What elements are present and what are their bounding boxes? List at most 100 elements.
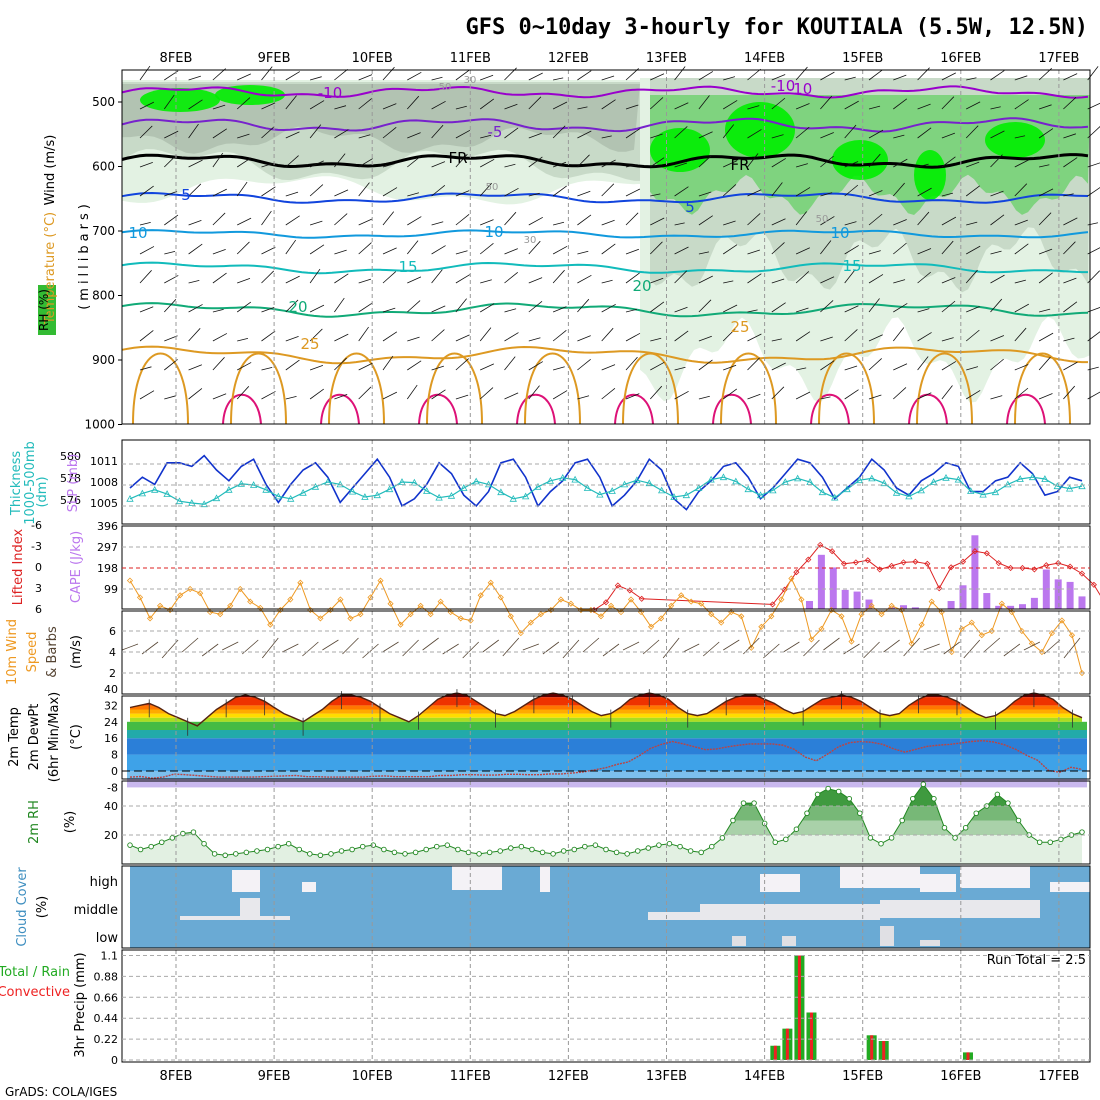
wind-speed-marker <box>958 625 965 632</box>
wind-barb <box>722 124 735 139</box>
wind-barb <box>455 213 470 226</box>
rh-marker <box>518 843 525 850</box>
wind-barb <box>723 280 734 284</box>
wind-barb <box>455 190 470 197</box>
wind-speed-marker <box>237 585 244 593</box>
wind-speed-marker <box>998 600 1005 607</box>
wind-barb <box>164 214 179 226</box>
rh-marker <box>508 845 514 851</box>
precip-tick-label: 0.66 <box>94 991 119 1004</box>
axis-label-dewpt: 2m DewPt <box>27 704 42 771</box>
wind-barb <box>1063 97 1077 110</box>
wind-barb <box>480 134 492 139</box>
thickness-marker <box>942 473 950 481</box>
wind-barb <box>674 306 688 313</box>
thickness-marker <box>509 494 517 502</box>
wind-barb <box>407 336 420 342</box>
precip-bar-conv <box>882 1041 886 1060</box>
temp-band-fill <box>130 697 1082 706</box>
wind-barb <box>261 367 273 371</box>
wind-barb <box>868 153 881 168</box>
wind-barb <box>625 128 641 139</box>
wind-barb <box>747 273 762 284</box>
rh-marker <box>783 836 789 843</box>
wind-barb <box>698 275 713 284</box>
thickness-marker <box>225 485 233 493</box>
wind-barb <box>309 244 325 255</box>
wind-barb <box>528 72 543 81</box>
wind-speed-marker <box>377 577 384 584</box>
temp-contour <box>121 191 1089 204</box>
wind-barb <box>601 183 615 197</box>
wind-barb-10m <box>181 637 199 653</box>
temp-contour-30-lobe <box>614 393 654 425</box>
wind-barb <box>164 359 178 371</box>
wind-barb <box>1014 159 1029 168</box>
wind-barb <box>480 74 494 81</box>
wind-barb-10m <box>963 639 981 659</box>
wind-barb <box>285 71 300 81</box>
wind-barb <box>1014 183 1028 197</box>
rh-marker <box>878 840 884 847</box>
wind-barb <box>237 338 249 342</box>
cloud-high-block <box>920 874 956 892</box>
wind-barb <box>479 182 492 197</box>
temp-contour-25-lobe <box>230 352 287 425</box>
date-label-top: 17FEB <box>1038 51 1079 66</box>
cape-tick-label: 99 <box>104 583 118 596</box>
wind-barb <box>771 218 786 226</box>
contour-label: 5 <box>181 186 191 204</box>
cape-tick-label: 297 <box>97 541 118 554</box>
thickness-marker <box>596 490 604 498</box>
date-label-top: 11FEB <box>450 51 491 66</box>
wind-barb <box>480 158 495 168</box>
wind-barb <box>577 190 591 197</box>
wind-speed-marker <box>607 602 615 609</box>
wind-barb <box>868 394 882 400</box>
wind-barb <box>261 391 276 400</box>
temp-contour <box>121 153 1089 169</box>
wind-barb <box>431 365 444 371</box>
wind-barb <box>820 132 834 139</box>
precip-bar-conv <box>870 1035 874 1060</box>
wind-barb <box>504 248 518 255</box>
wind-barb <box>723 76 736 81</box>
wind-barb <box>747 105 760 110</box>
slp-tick-label: 1008 <box>90 476 118 489</box>
temp-contour-25-lobe <box>426 352 483 425</box>
thickness-marker <box>905 492 913 500</box>
wind-barb-10m <box>723 639 740 651</box>
wind-barb <box>577 250 589 255</box>
wind-speed-marker <box>217 611 224 618</box>
wind-barb <box>868 358 882 371</box>
wind-barb <box>552 245 568 255</box>
temp-contour <box>121 85 1089 99</box>
thickness-marker <box>793 474 802 482</box>
wind-barb <box>698 131 713 139</box>
thickness-marker <box>287 494 295 502</box>
panel-frame-temp <box>121 695 1091 780</box>
rh-marker <box>624 851 630 857</box>
axis-label-thickness-level: 1000-500mb <box>23 441 38 525</box>
wind-speed-marker <box>738 613 745 620</box>
wind-barb <box>723 160 738 168</box>
wind-barb <box>431 161 446 168</box>
wind-barb <box>358 242 372 255</box>
wind-barb <box>990 70 1005 81</box>
rh-marker <box>772 839 778 846</box>
wind-barb <box>285 215 300 226</box>
cape-bar <box>959 585 967 609</box>
wind-barb-10m <box>883 639 900 653</box>
cloud-high-block <box>960 866 1030 888</box>
wind-barb <box>504 103 518 110</box>
wind-barb <box>334 68 348 81</box>
wind-barb <box>601 243 616 255</box>
rh-marker <box>973 810 979 817</box>
contour-label: -10 <box>771 77 796 95</box>
temp-tick-label: 32 <box>104 699 118 712</box>
wind-barb <box>650 337 662 342</box>
rh-marker <box>529 846 535 853</box>
wind-barb <box>407 192 420 197</box>
rh-band-mid <box>130 806 1082 821</box>
wind-barb <box>309 328 323 342</box>
